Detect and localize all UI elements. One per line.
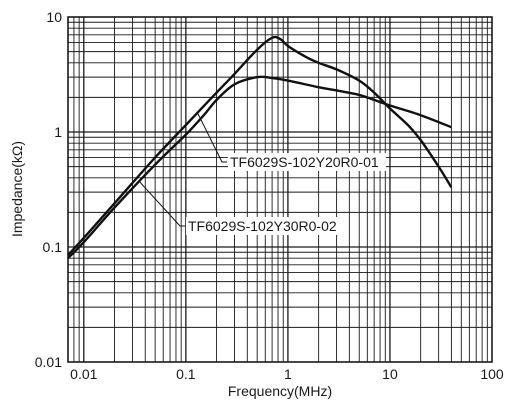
callout-leader-line bbox=[197, 112, 227, 163]
x-tick-label: 10 bbox=[382, 366, 398, 382]
y-tick-labels: 0.01 0.1 1 10 bbox=[35, 9, 62, 370]
callout-label-bg bbox=[186, 217, 344, 235]
callout-label: TF6029S-102Y20R0-01 bbox=[230, 154, 379, 170]
callout-label: TF6029S-102Y30R0-02 bbox=[188, 218, 337, 234]
y-tick-label: 0.01 bbox=[35, 354, 62, 370]
y-axis-title: Impedance(kΩ) bbox=[9, 141, 25, 237]
callouts: TF6029S-102Y20R0-01 TF6029S-102Y30R0-02 bbox=[138, 112, 386, 235]
x-tick-labels: 0.01 0.1 1 10 100 bbox=[70, 366, 504, 382]
callout-label-bg bbox=[228, 153, 386, 171]
y-tick-label: 0.1 bbox=[43, 239, 63, 255]
plot-frame bbox=[67, 16, 493, 363]
series-line-1 bbox=[67, 35, 453, 256]
x-axis-title: Frequency(MHz) bbox=[228, 383, 332, 399]
x-tick-label: 0.1 bbox=[176, 366, 196, 382]
callout-leader-line bbox=[138, 181, 185, 227]
y-tick-label: 1 bbox=[54, 124, 62, 140]
x-tick-label: 0.01 bbox=[70, 366, 97, 382]
grid bbox=[68, 17, 492, 362]
series-line-2 bbox=[67, 75, 452, 259]
callout-1: TF6029S-102Y20R0-01 bbox=[197, 112, 386, 171]
series-lines bbox=[67, 35, 453, 259]
y-tick-label: 10 bbox=[46, 9, 62, 25]
x-tick-label: 1 bbox=[284, 366, 292, 382]
x-tick-label: 100 bbox=[480, 366, 504, 382]
callout-2: TF6029S-102Y30R0-02 bbox=[138, 181, 344, 235]
